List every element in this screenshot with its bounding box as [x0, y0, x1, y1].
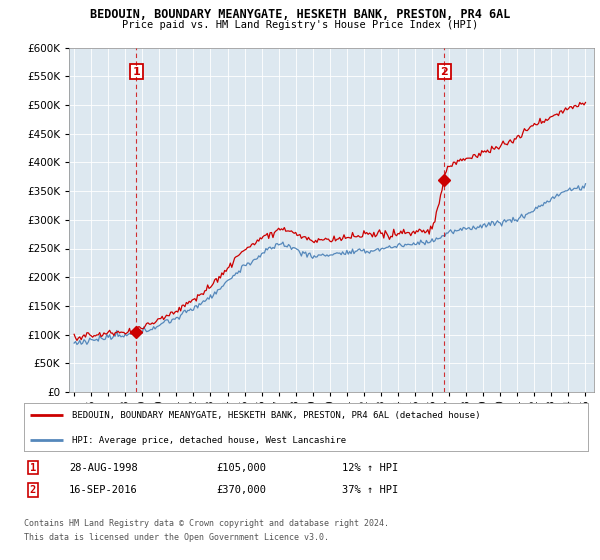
- Text: 2: 2: [30, 485, 36, 495]
- Text: 2: 2: [440, 67, 448, 77]
- Text: BEDOUIN, BOUNDARY MEANYGATE, HESKETH BANK, PRESTON, PR4 6AL: BEDOUIN, BOUNDARY MEANYGATE, HESKETH BAN…: [90, 8, 510, 21]
- Text: 16-SEP-2016: 16-SEP-2016: [69, 485, 138, 495]
- Text: 12% ↑ HPI: 12% ↑ HPI: [342, 463, 398, 473]
- Text: HPI: Average price, detached house, West Lancashire: HPI: Average price, detached house, West…: [72, 436, 346, 445]
- Text: 1: 1: [133, 67, 140, 77]
- Text: Price paid vs. HM Land Registry's House Price Index (HPI): Price paid vs. HM Land Registry's House …: [122, 20, 478, 30]
- Text: 28-AUG-1998: 28-AUG-1998: [69, 463, 138, 473]
- Text: BEDOUIN, BOUNDARY MEANYGATE, HESKETH BANK, PRESTON, PR4 6AL (detached house): BEDOUIN, BOUNDARY MEANYGATE, HESKETH BAN…: [72, 410, 481, 419]
- Text: 1: 1: [30, 463, 36, 473]
- Text: 37% ↑ HPI: 37% ↑ HPI: [342, 485, 398, 495]
- Text: Contains HM Land Registry data © Crown copyright and database right 2024.: Contains HM Land Registry data © Crown c…: [24, 519, 389, 528]
- Text: This data is licensed under the Open Government Licence v3.0.: This data is licensed under the Open Gov…: [24, 533, 329, 542]
- Text: £105,000: £105,000: [216, 463, 266, 473]
- Text: £370,000: £370,000: [216, 485, 266, 495]
